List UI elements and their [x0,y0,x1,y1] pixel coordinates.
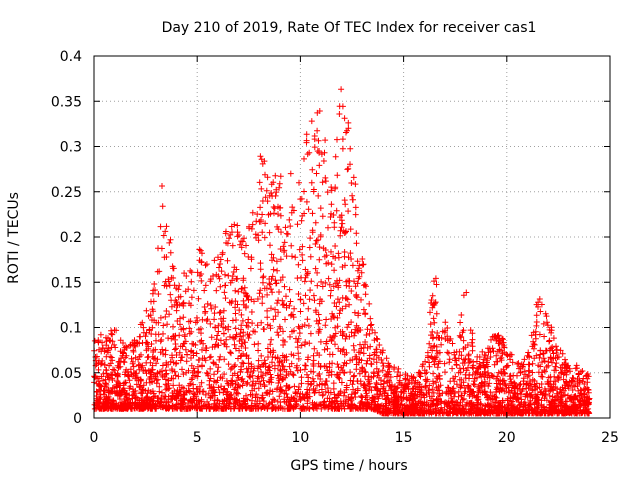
x-axis-label: GPS time / hours [290,458,407,474]
x-tick-label: 15 [395,430,413,446]
x-tick-label: 0 [90,430,99,446]
y-tick-label: 0.2 [60,230,82,246]
chart-title: Day 210 of 2019, Rate Of TEC Index for r… [162,20,537,36]
y-tick-label: 0.15 [51,275,82,291]
y-tick-labels: 0 0.05 0.1 0.15 0.2 0.25 0.3 0.35 0.4 [51,49,82,427]
roti-points [91,86,593,417]
axis-ticks [93,55,611,419]
x-tick-label: 20 [498,430,516,446]
x-tick-label: 5 [193,430,202,446]
y-tick-label: 0.05 [51,366,82,382]
x-tick-label: 25 [601,430,619,446]
data-points [91,86,593,417]
grid [94,56,610,418]
y-tick-label: 0.3 [60,140,82,156]
y-tick-label: 0.1 [60,321,82,337]
x-tick-labels: 0 5 10 15 20 25 [90,430,619,446]
y-tick-label: 0 [73,411,82,427]
y-tick-label: 0.35 [51,94,82,110]
x-tick-label: 10 [291,430,309,446]
y-tick-label: 0.25 [51,185,82,201]
y-tick-label: 0.4 [60,49,82,65]
y-axis-label: ROTI / TECUs [6,192,22,284]
